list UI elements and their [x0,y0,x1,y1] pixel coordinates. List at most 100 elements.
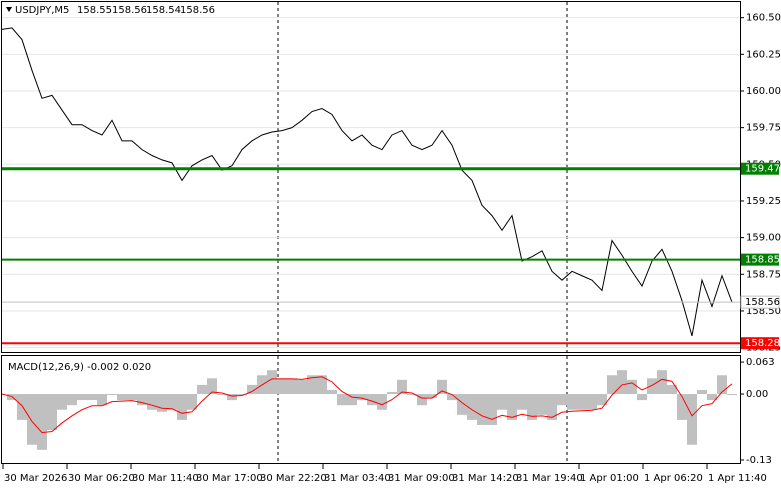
macd-bar [717,375,727,395]
level-box [741,337,779,350]
current-price-box [740,295,780,309]
macd-bar [497,394,507,410]
macd-bar [47,394,57,431]
level-box [741,253,779,266]
macd-bar [107,394,117,396]
x-tick-label: 30 Mar 17:00 [196,473,263,484]
macd-bar [347,394,357,406]
macd-bar [507,394,517,420]
macd-frame [1,355,741,464]
x-tick-label: 1 Apr 01:00 [580,473,639,484]
macd-bar [667,384,677,395]
x-tick-label: 31 Mar 03:40 [324,473,391,484]
macd-bar [437,379,447,395]
macd-bar [77,394,87,401]
macd-bar [377,394,387,410]
macd-bar [537,394,547,415]
plot-layer: 160.50160.25160.00159.75159.50159.25159.… [1,13,781,466]
macd-bar [207,378,217,395]
macd-bar [527,394,537,420]
macd-bar [607,375,617,395]
macd-bar [87,394,97,401]
x-tick-label: 1 Apr 06:20 [644,473,703,484]
macd-bar [567,394,577,410]
level-label: 159.47 [745,164,780,175]
macd-bar [587,394,597,410]
y-tick-label: 159.75 [746,123,781,134]
macd-bar [137,394,147,406]
macd-bar [317,375,327,395]
macd-bar [37,394,47,450]
macd-bar [197,384,207,395]
macd-bar [557,394,567,406]
macd-bar [367,394,377,406]
macd-bar [657,370,667,395]
signal-line [1,376,733,434]
macd-bar [357,394,367,401]
open: 158.55 [77,5,112,16]
collapse-icon [6,7,12,12]
macd-bar [277,378,287,395]
macd-bar [147,394,157,410]
level-label: 158.28 [745,338,780,349]
x-tick-label: 31 Mar 19:40 [516,473,583,484]
current-price-label: 158.56 [745,297,780,308]
macd-bar [397,379,407,395]
macd-bar [67,394,77,406]
macd-bar [707,394,717,401]
low: 158.54 [146,5,181,16]
x-tick-label: 30 Mar 11:40 [132,473,199,484]
macd-bar [27,394,37,445]
macd-bar [617,370,627,395]
y-tick-label: 158.75 [746,269,781,280]
macd-bar [387,392,397,395]
macd-bar [697,389,707,395]
y-tick-label: 160.00 [746,86,781,97]
macd-bar [127,394,137,401]
macd-bar [417,394,427,406]
x-tick-label: 30 Mar 2026 [4,473,67,484]
macd-bar [447,394,457,401]
macd-bar [227,394,237,401]
macd-bar [337,394,347,406]
price-frame [1,1,741,353]
x-tick-label: 30 Mar 22:20 [260,473,327,484]
x-tick-label: 31 Mar 09:00 [388,473,455,484]
macd-bar [57,394,67,410]
macd-bar [467,394,477,420]
y-tick-label: 160.50 [746,13,781,24]
price-line [1,27,733,337]
macd-bar [297,379,307,395]
symbol: USDJPY,M5 [15,5,69,16]
macd-bar [577,394,587,410]
x-tick-label: 30 Mar 06:20 [68,473,135,484]
y-tick-label: 0.063 [746,357,775,368]
x-tick-label: 31 Mar 14:20 [452,473,519,484]
macd-bar [247,384,257,395]
macd-bar [487,394,497,425]
macd-bar [457,394,467,415]
macd-bar [267,370,277,395]
macd-title: MACD(12,26,9) -0.002 0.020 [8,362,151,373]
macd-bar [177,394,187,420]
macd-bar [217,394,227,396]
macd-bar [167,394,177,410]
macd-bar [627,379,637,395]
macd-bar [477,394,487,425]
macd-bar [637,394,647,401]
y-tick-label: 159.00 [746,233,781,244]
macd-bar [597,394,607,406]
macd-bar [17,394,27,420]
macd-bar [237,394,247,396]
y-tick-label: 158.50 [746,306,781,317]
macd-bar [117,394,127,401]
x-tick-label: 1 Apr 11:40 [708,473,767,484]
level-label: 158.85 [745,255,780,266]
level-box [741,162,779,175]
y-tick-label: 0.00 [746,389,768,400]
y-tick-label: 159.25 [746,196,781,207]
macd-bar [547,394,557,420]
macd-bar [327,389,337,395]
close: 158.56 [180,5,215,16]
macd-bar [517,394,527,410]
